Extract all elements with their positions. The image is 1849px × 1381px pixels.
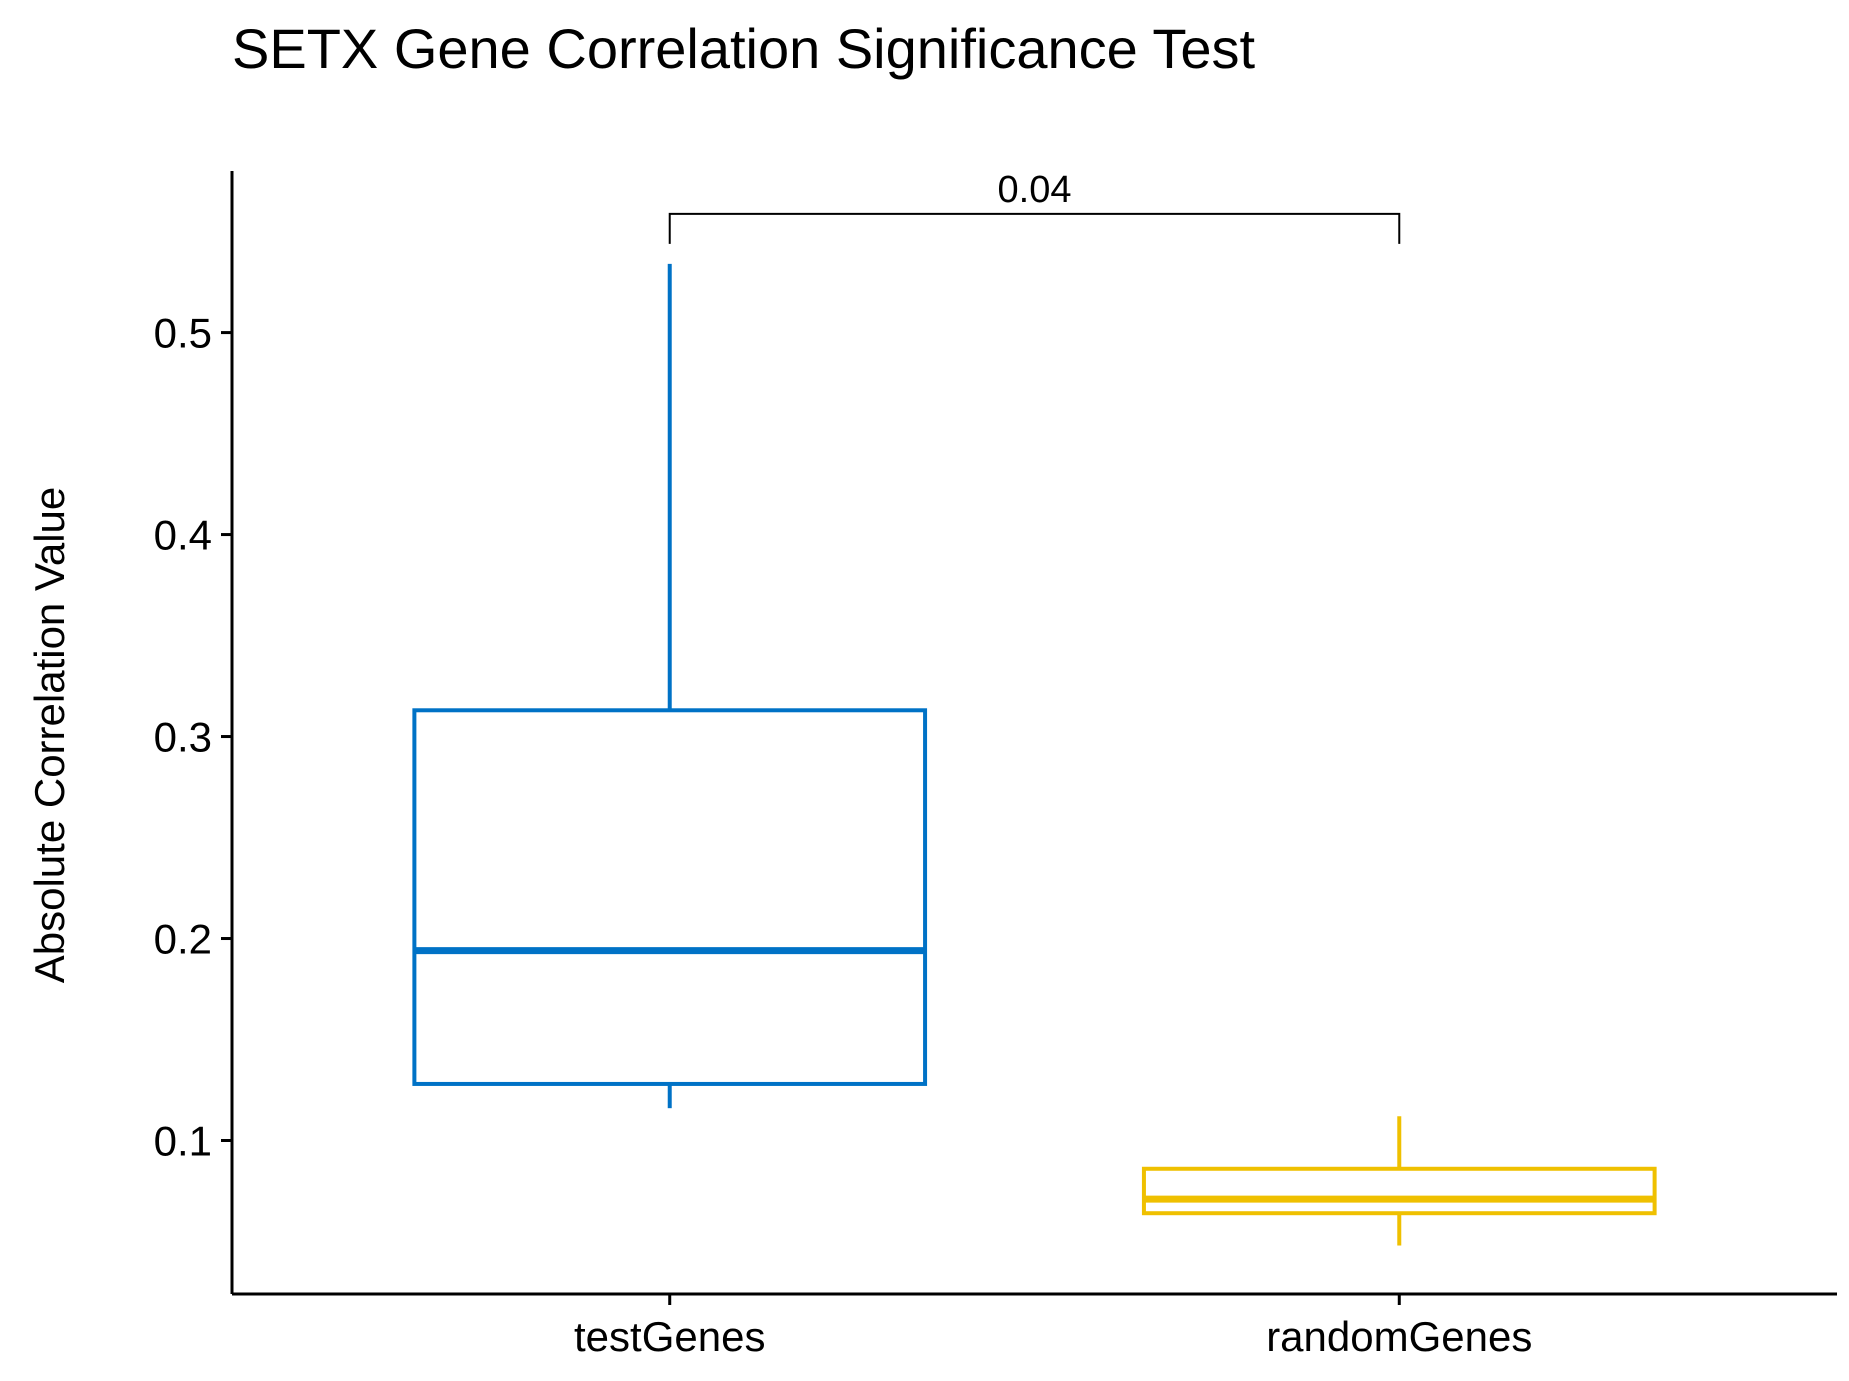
box-randomGenes	[1141, 1116, 1657, 1246]
y-tick-label: 0.5	[154, 310, 212, 357]
significance-annotation: 0.04	[668, 169, 1401, 244]
y-tick-label: 0.4	[154, 512, 212, 559]
significance-bracket	[668, 212, 1401, 244]
p-value-label: 0.04	[998, 169, 1072, 211]
boxes	[412, 263, 1657, 1246]
chart-title: SETX Gene Correlation Significance Test	[232, 17, 1255, 80]
y-tick-label: 0.3	[154, 714, 212, 761]
x-tick-label: testGenes	[574, 1313, 765, 1360]
y-tick-label: 0.1	[154, 1117, 212, 1164]
iqr-box	[412, 708, 928, 1086]
axes: 0.1 0.2 0.3 0.4 0.5 testGenes randomGenes	[154, 171, 1837, 1360]
y-axis-label: Absolute Correlation Value	[26, 487, 73, 984]
y-tick-label: 0.2	[154, 916, 212, 963]
iqr-box	[1141, 1166, 1657, 1216]
box-testGenes	[412, 263, 928, 1109]
x-tick-label: randomGenes	[1266, 1313, 1532, 1360]
